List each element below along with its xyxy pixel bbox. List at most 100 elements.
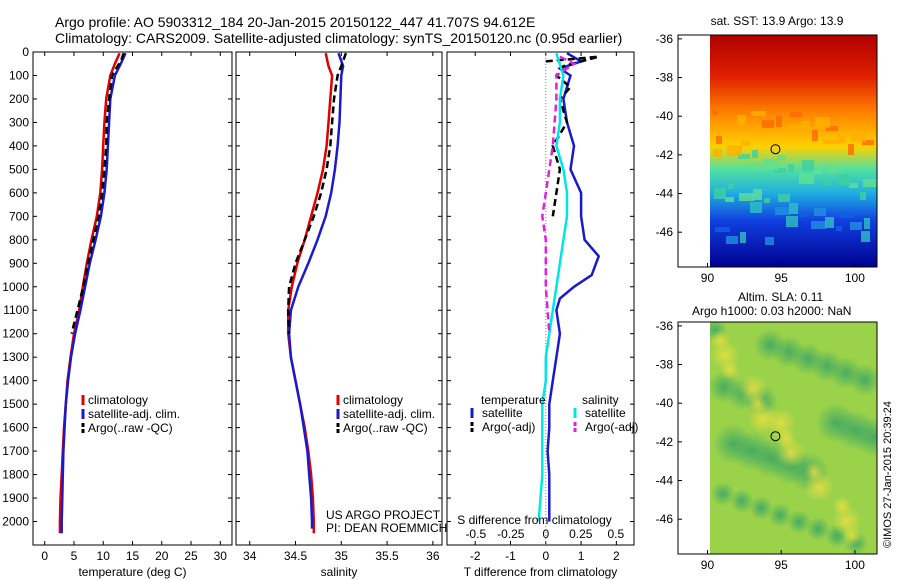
series-line-red — [286, 52, 334, 534]
panel-sla_map: 90 95 100 -36 -38 -40 -42 -44 -46 Altim. SLA: 0.1… — [656, 290, 878, 572]
map-y-tick-label: -46 — [656, 225, 674, 239]
panel-difference: -2 -1 0 1 2 T difference from climatology S di… — [446, 51, 638, 579]
legend-label: satellite-adj. clim. — [88, 407, 180, 421]
sst-cell — [741, 141, 750, 146]
x-tick-label: 10 — [97, 549, 111, 563]
legend-header-salinity: salinity — [582, 393, 619, 407]
sst-cell — [737, 115, 746, 126]
sla-low-eddy — [806, 517, 830, 541]
sst-cell — [848, 144, 854, 155]
legend-label: satellite — [585, 406, 626, 420]
x-tick-label: 35 — [335, 549, 349, 563]
sst-cell — [765, 237, 774, 245]
sst-cell — [861, 231, 870, 242]
sst-cell — [714, 188, 726, 199]
sst-cell — [799, 173, 814, 184]
sst-cell — [778, 194, 790, 202]
y-tick-label: 1600 — [2, 421, 29, 435]
x-tick-label-top: -0.5 — [465, 527, 486, 541]
map-y-tick-label: -36 — [656, 32, 674, 46]
sla-low-eddy — [754, 329, 786, 361]
series-line-black — [286, 52, 348, 334]
y-tick-label: 800 — [9, 233, 29, 247]
sla-low-eddy — [787, 510, 811, 534]
legend-label: Argo(-adj) — [585, 420, 638, 434]
y-tick-label: 0 — [22, 45, 29, 59]
legend-label: Argo(..raw -QC) — [343, 421, 428, 435]
sst-cell — [728, 184, 734, 189]
map-y-tick-label: -44 — [656, 474, 674, 488]
legend-label: climatology — [343, 393, 403, 407]
y-tick-label: 1100 — [3, 303, 29, 317]
map-frame — [677, 321, 878, 555]
sst-cell — [838, 174, 850, 185]
series-line-cyan — [537, 52, 569, 522]
sla-low-eddy — [749, 496, 773, 520]
x-axis-label: salinity — [321, 565, 358, 579]
sst-cell — [762, 120, 774, 128]
map-x-tick-label: 95 — [775, 271, 789, 285]
sla-low-eddy — [768, 503, 792, 527]
sst-cell — [712, 110, 718, 115]
annotation-project: US ARGO PROJECT — [326, 508, 441, 522]
sla-high-eddy — [720, 360, 740, 380]
x-tick-label-top: 0 — [542, 527, 549, 541]
argo-location-marker — [770, 144, 781, 155]
x-tick-label: -2 — [470, 549, 481, 563]
panel-temperature: 0100200300400500600700800900100011001200… — [2, 45, 233, 579]
y-tick-label: 900 — [9, 256, 29, 270]
sst-cell — [739, 193, 754, 201]
sla-high-eddy — [748, 404, 778, 434]
x-tick-label: 2 — [613, 549, 620, 563]
sst-cell — [863, 179, 877, 187]
x-tick-label: 5 — [71, 549, 78, 563]
map-y-tick-label: -42 — [656, 148, 674, 162]
sla-low-eddy — [711, 482, 735, 506]
sst-cell — [774, 168, 786, 173]
sla-high-eddy — [804, 472, 834, 502]
legend-label: climatology — [88, 393, 148, 407]
series-line-blue — [287, 52, 345, 529]
sst-cell — [813, 169, 822, 174]
legend-label: satellite-adj. clim. — [343, 407, 435, 421]
sst-cell — [837, 135, 846, 143]
sst-cell — [752, 150, 758, 158]
y-tick-label: 1200 — [2, 327, 29, 341]
y-tick-label: 1300 — [2, 350, 29, 364]
map-y-tick-label: -38 — [656, 71, 674, 85]
sst-cell — [860, 192, 866, 200]
map-x-tick-label: 95 — [775, 558, 789, 572]
argo-location-marker — [770, 431, 781, 442]
sst-cell — [713, 149, 722, 157]
axes-frame — [235, 51, 443, 546]
series-line-blue — [546, 52, 601, 522]
x-tick-label-top: -0.25 — [497, 527, 525, 541]
sst-cell — [827, 165, 842, 173]
panel-salinity: 34 34.5 35 35.5 36 salinity climatologysatelli… — [235, 51, 447, 579]
title-line-1: Argo profile: AO 5903312_184 20-Jan-2015… — [55, 14, 536, 30]
panel-sst_map: 90 95 100 -36 -38 -40 -42 -44 -46 sat. SST: 13.9 … — [656, 14, 878, 285]
map-x-tick-label: 90 — [701, 271, 715, 285]
sst-cell — [716, 136, 722, 144]
map-x-tick-label: 100 — [845, 558, 865, 572]
sst-cell — [776, 116, 782, 127]
sst-cell — [726, 236, 738, 244]
sst-cell — [825, 217, 834, 228]
sst-cell — [738, 154, 750, 159]
y-tick-label: 1900 — [2, 491, 29, 505]
sst-cell — [826, 126, 838, 131]
y-tick-label: 500 — [9, 162, 29, 176]
x-tick-label: 20 — [155, 549, 169, 563]
sst-cell — [751, 111, 766, 116]
sst-cell — [815, 117, 830, 128]
x-tick-label: 15 — [126, 549, 140, 563]
y-tick-label: 600 — [9, 186, 29, 200]
sst-cell — [824, 178, 830, 186]
y-tick-label: 200 — [9, 92, 29, 106]
x-tick-label: 0 — [41, 549, 48, 563]
sst-cell — [777, 155, 786, 160]
sst-map-title: sat. SST: 13.9 Argo: 13.9 — [711, 14, 844, 28]
sst-cell — [802, 160, 814, 171]
series-line-red — [58, 52, 121, 534]
x-tick-label: -1 — [505, 549, 516, 563]
